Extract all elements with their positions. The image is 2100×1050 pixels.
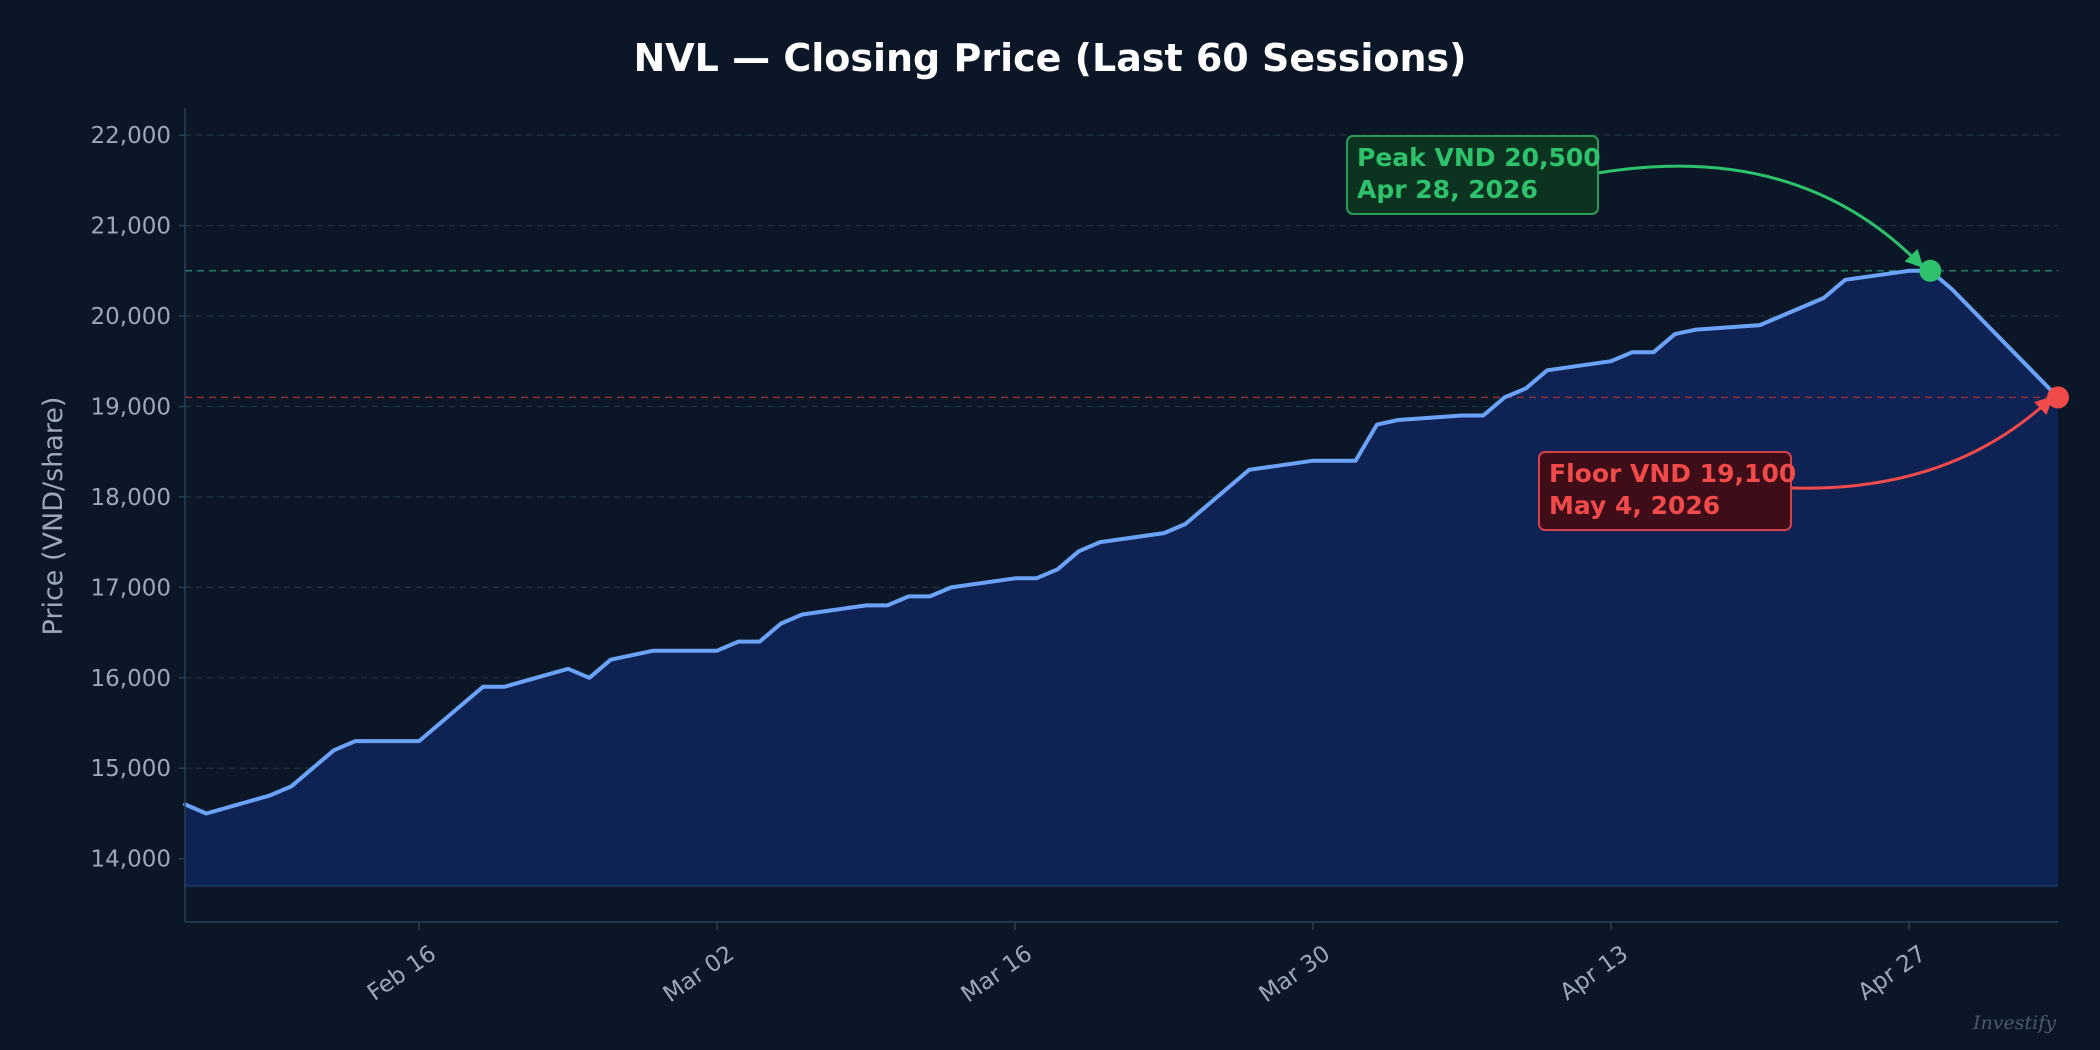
y-tick-label: 16,000 [91,666,171,692]
y-tick-label: 21,000 [91,214,171,240]
annotation-marker-dot [2047,386,2069,409]
series-line [183,268,2060,816]
y-tick-label: 22,000 [91,123,171,149]
y-tick-label: 17,000 [91,575,171,601]
annotation-line-1: Peak VND 20,500 [1357,143,1601,172]
y-tick-label: 19,000 [91,394,171,420]
y-axis-label: Price (VND/share) [38,397,69,636]
y-tick-label: 18,000 [91,485,171,511]
annotations: Peak VND 20,500 Apr 28, 2026 Floor VND 19,… [1346,135,2069,531]
y-tick-label: 14,000 [91,847,171,873]
area-layer [185,270,2058,887]
annotation-arrow [1597,164,1924,269]
reference-lines [185,270,2058,399]
line-layer [183,268,2060,816]
annotation-box [1346,135,1599,215]
annotation-marker-dot [1919,259,1942,282]
y-tick-label: 20,000 [91,304,171,330]
annotation-box [1538,451,1792,531]
annotation-line-2: Apr 28, 2026 [1357,175,1538,204]
y-tick-labels: 14,000 15,000 16,000 17,000 18,000 19,000 20,0… [91,123,185,873]
watermark-text: Investify [1972,1012,2056,1034]
series-area-fill [185,270,2058,886]
annotation-line-1: Floor VND 19,100 [1549,459,1796,488]
y-tick-label: 15,000 [91,756,171,782]
axes [184,108,2058,923]
annotation-arrow [1790,396,2054,490]
annotation-line-2: May 4, 2026 [1549,491,1720,520]
chart-title: NVL — Closing Price (Last 60 Sessions) [633,36,1466,80]
